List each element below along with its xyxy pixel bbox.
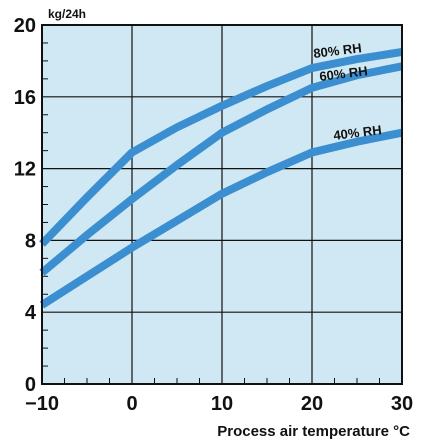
y-tick-label: 12 bbox=[14, 159, 36, 181]
y-tick-label: 20 bbox=[14, 15, 36, 37]
series-label-3: 40% RH bbox=[333, 122, 383, 143]
y-axis-unit-label: kg/24h bbox=[48, 7, 86, 21]
x-tick-labels: −10 0 10 20 30 bbox=[25, 393, 413, 415]
x-tick-label: 30 bbox=[391, 393, 413, 415]
series-label-1: 80% RH bbox=[313, 40, 363, 61]
series-line-2 bbox=[39, 62, 403, 276]
x-axis-title: Process air temperature °C bbox=[217, 423, 410, 440]
x-tick-label: 20 bbox=[301, 393, 323, 415]
y-tick-label: 8 bbox=[25, 230, 36, 252]
y-tick-label: 0 bbox=[25, 374, 36, 396]
y-tick-label: 4 bbox=[25, 302, 37, 324]
series-line-1 bbox=[39, 47, 403, 247]
y-tick-labels: 0 4 8 12 16 20 bbox=[14, 15, 37, 396]
x-tick-label: 0 bbox=[126, 393, 137, 415]
x-tick-label: 10 bbox=[211, 393, 233, 415]
plot-frame bbox=[41, 24, 403, 385]
series-lines bbox=[39, 47, 403, 309]
y-tick-label: 16 bbox=[14, 87, 36, 109]
series-label-2: 60% RH bbox=[319, 63, 369, 84]
series-line-3 bbox=[39, 128, 403, 309]
x-tick-label: −10 bbox=[25, 393, 59, 415]
